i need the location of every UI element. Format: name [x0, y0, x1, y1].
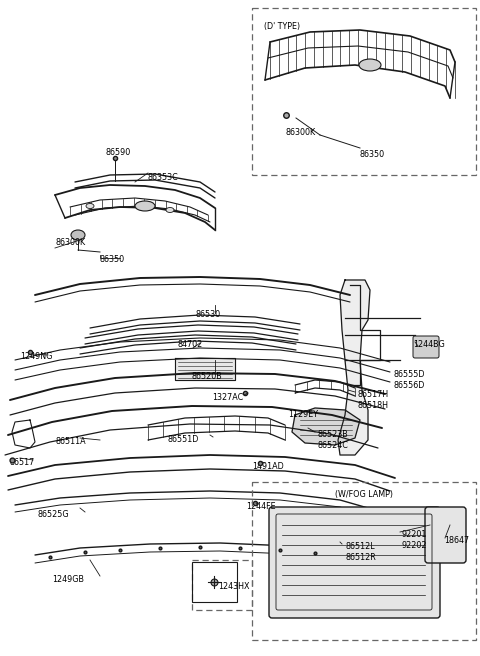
Text: 86523B: 86523B: [318, 430, 349, 439]
Text: 86353C: 86353C: [148, 173, 179, 182]
Ellipse shape: [166, 207, 174, 213]
Text: 1491AD: 1491AD: [252, 462, 284, 471]
Text: 86512L: 86512L: [345, 542, 374, 551]
Text: 92202: 92202: [402, 541, 428, 550]
Bar: [252, 482, 476, 640]
Text: 1244FE: 1244FE: [246, 502, 276, 511]
Text: 1129EY: 1129EY: [288, 410, 318, 419]
Text: 86556D: 86556D: [393, 381, 424, 390]
Polygon shape: [175, 358, 235, 380]
Text: 1327AC: 1327AC: [212, 393, 243, 402]
Text: 1249GB: 1249GB: [52, 575, 84, 584]
Bar: [252, 8, 476, 175]
Text: 86350: 86350: [360, 150, 385, 159]
Text: 86520B: 86520B: [192, 372, 223, 381]
Text: 86590: 86590: [105, 148, 130, 157]
Text: 92201: 92201: [402, 530, 427, 539]
FancyBboxPatch shape: [413, 336, 439, 358]
Text: 86511A: 86511A: [55, 437, 85, 446]
Text: 86524C: 86524C: [318, 441, 349, 450]
Text: 18647: 18647: [444, 536, 469, 545]
Ellipse shape: [71, 230, 85, 240]
Bar: [192, 560, 252, 610]
Text: 86525G: 86525G: [38, 510, 70, 519]
Text: 86350: 86350: [100, 255, 125, 264]
Text: 86517: 86517: [10, 458, 35, 467]
Polygon shape: [338, 280, 370, 455]
Text: 1249NG: 1249NG: [20, 352, 52, 361]
Text: (D' TYPE): (D' TYPE): [264, 22, 300, 31]
Ellipse shape: [135, 201, 155, 211]
Text: 84702: 84702: [178, 340, 203, 349]
FancyBboxPatch shape: [269, 507, 440, 618]
Text: 86518H: 86518H: [358, 401, 389, 410]
Polygon shape: [292, 408, 360, 445]
FancyBboxPatch shape: [425, 507, 466, 563]
Text: 1244BG: 1244BG: [413, 340, 445, 349]
Text: 86512R: 86512R: [345, 553, 376, 562]
Text: (W/FOG LAMP): (W/FOG LAMP): [335, 490, 393, 499]
Ellipse shape: [359, 59, 381, 71]
Text: 86300K: 86300K: [285, 128, 315, 137]
Text: 86530: 86530: [195, 310, 220, 319]
Text: 86300K: 86300K: [55, 238, 85, 247]
Text: 1243HX: 1243HX: [218, 582, 250, 591]
Ellipse shape: [86, 203, 94, 209]
Text: 86555D: 86555D: [393, 370, 424, 379]
Bar: [192, 562, 237, 602]
Text: 86551D: 86551D: [168, 435, 199, 444]
Text: 86517H: 86517H: [358, 390, 389, 399]
